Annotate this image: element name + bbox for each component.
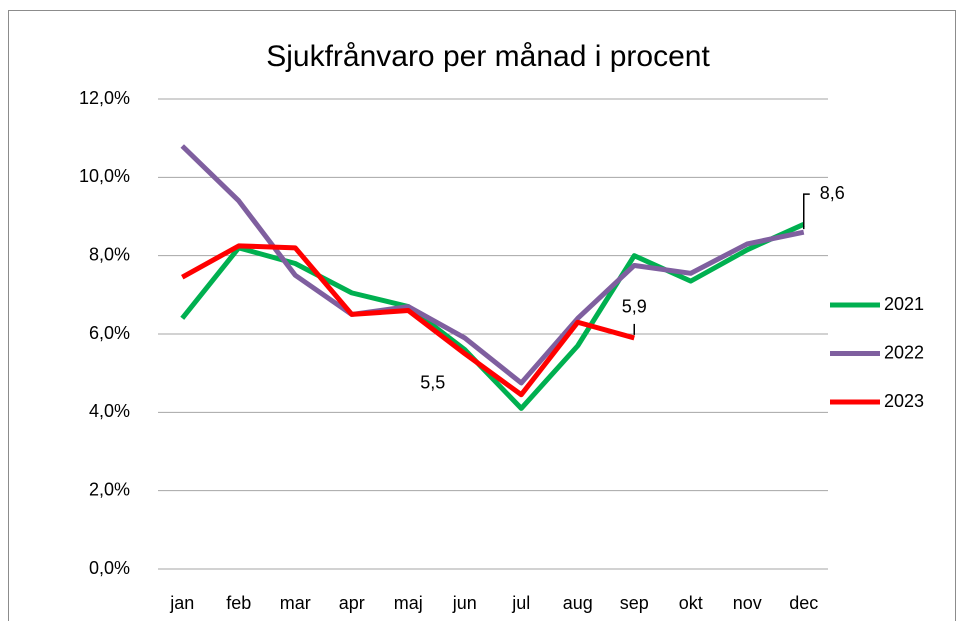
chart-title: Sjukfrånvaro per månad i procent	[266, 40, 710, 73]
x-tick-label: maj	[394, 593, 423, 613]
legend-label: 2023	[884, 391, 924, 411]
series-line	[180, 144, 805, 386]
data-label: 5,5	[420, 372, 445, 392]
x-tick-label: aug	[563, 593, 593, 613]
x-tick-label: nov	[733, 593, 762, 613]
x-tick-label: jan	[169, 593, 194, 613]
label-leader	[803, 193, 810, 230]
y-tick-label: 0,0%	[89, 558, 130, 578]
y-tick-label: 4,0%	[89, 401, 130, 421]
y-tick-label: 2,0%	[89, 479, 130, 499]
chart-border	[8, 10, 956, 621]
x-tick-label: dec	[789, 593, 818, 613]
x-tick-label: feb	[226, 593, 251, 613]
series-line	[181, 243, 635, 398]
data-label: 8,6	[820, 183, 845, 203]
data-label: 5,9	[622, 297, 647, 317]
x-tick-label: sep	[620, 593, 649, 613]
y-tick-label: 8,0%	[89, 244, 130, 264]
y-tick-label: 10,0%	[79, 166, 130, 186]
legend-label: 2021	[884, 294, 924, 314]
x-tick-label: okt	[679, 593, 703, 613]
x-tick-label: apr	[339, 593, 365, 613]
y-tick-label: 6,0%	[89, 323, 130, 343]
legend-label: 2022	[884, 342, 924, 362]
y-tick-label: 12,0%	[79, 88, 130, 108]
x-tick-label: mar	[280, 593, 311, 613]
x-tick-label: jul	[511, 593, 530, 613]
x-tick-label: jun	[452, 593, 477, 613]
